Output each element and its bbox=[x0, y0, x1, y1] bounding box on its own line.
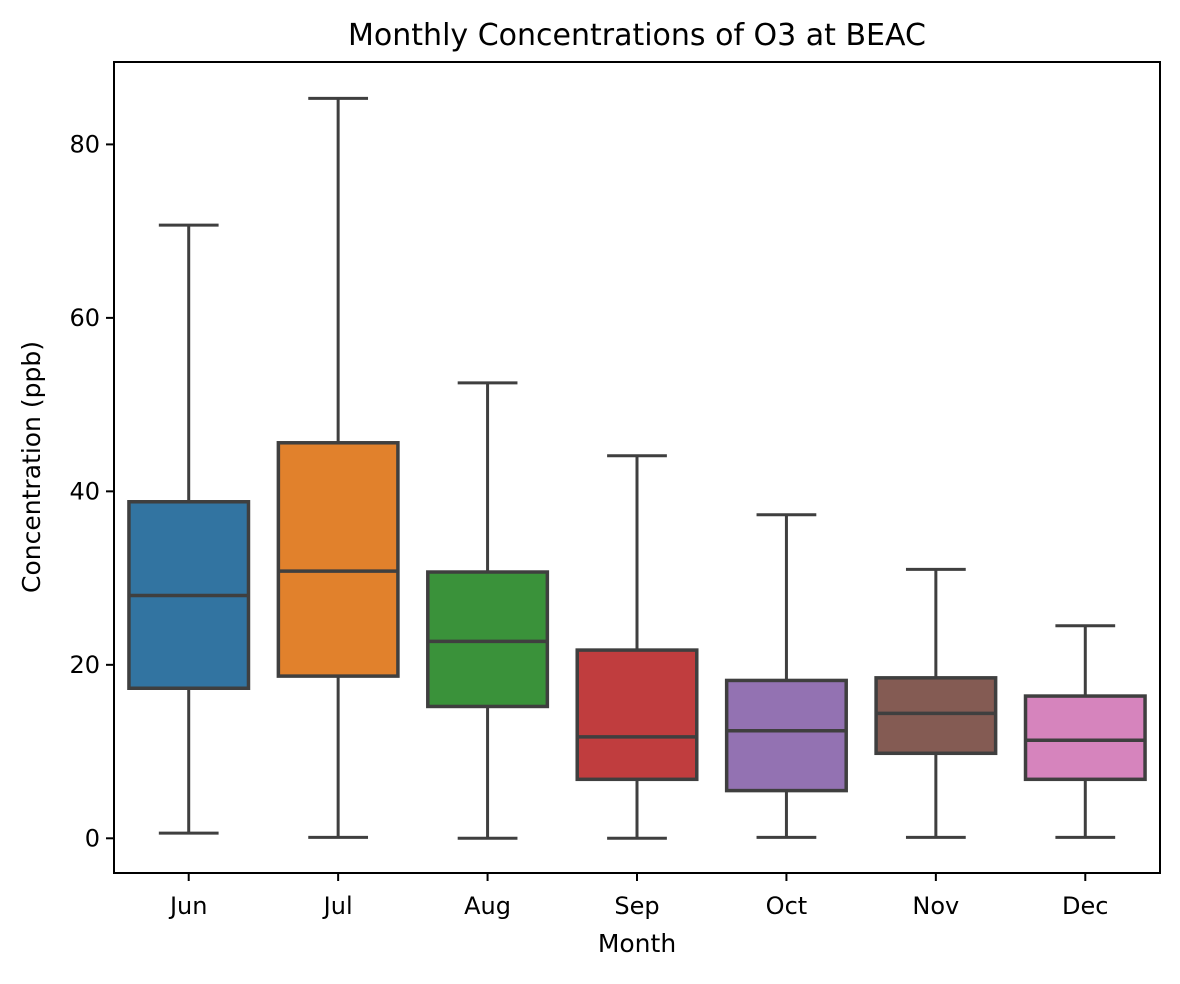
box-body-nov bbox=[874, 676, 998, 756]
y-tick-label: 80 bbox=[69, 130, 100, 158]
x-tick-label-sep: Sep bbox=[614, 892, 659, 920]
y-tick-label: 40 bbox=[69, 477, 100, 505]
y-axis: 0 20 40 60 80 bbox=[69, 130, 114, 852]
box-oct bbox=[724, 513, 848, 839]
box-jul bbox=[276, 96, 400, 839]
box-body-dec bbox=[1023, 694, 1147, 782]
x-tick-label-aug: Aug bbox=[464, 892, 511, 920]
box-nov bbox=[874, 567, 998, 839]
box-sep bbox=[575, 454, 699, 840]
y-tick-label: 60 bbox=[69, 304, 100, 332]
x-tick-label-dec: Dec bbox=[1062, 892, 1108, 920]
x-tick-label-oct: Oct bbox=[766, 892, 808, 920]
y-tick-label: 20 bbox=[69, 651, 100, 679]
box-body-jul bbox=[276, 441, 400, 678]
box-body-oct bbox=[724, 678, 848, 793]
x-tick-label-jun: Jun bbox=[168, 892, 208, 920]
box-aug bbox=[426, 381, 550, 840]
plot-area bbox=[127, 96, 1147, 840]
y-tick-label: 0 bbox=[85, 824, 100, 852]
box-body-aug bbox=[426, 570, 550, 709]
x-tick-label-jul: Jul bbox=[322, 892, 353, 920]
box-dec bbox=[1023, 624, 1147, 839]
box-jun bbox=[127, 223, 251, 835]
x-axis-label: Month bbox=[598, 929, 676, 958]
chart-title: Monthly Concentrations of O3 at BEAC bbox=[348, 18, 926, 53]
y-axis-label: Concentration (ppb) bbox=[17, 341, 46, 593]
x-tick-label-nov: Nov bbox=[912, 892, 959, 920]
box-body-sep bbox=[575, 648, 699, 782]
x-axis: Jun Jul Aug Sep Oct Nov Dec bbox=[168, 873, 1109, 920]
